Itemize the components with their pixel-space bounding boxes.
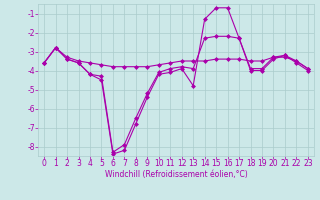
X-axis label: Windchill (Refroidissement éolien,°C): Windchill (Refroidissement éolien,°C) — [105, 170, 247, 179]
